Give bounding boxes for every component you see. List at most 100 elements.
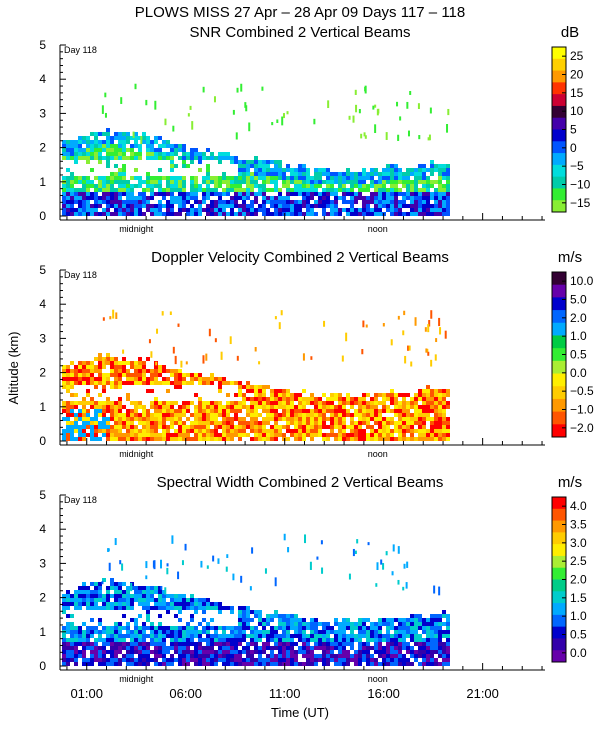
data-cell bbox=[158, 409, 162, 413]
data-cell bbox=[146, 586, 150, 590]
data-cell bbox=[374, 622, 378, 626]
data-cell bbox=[442, 168, 446, 172]
data-cell bbox=[66, 377, 70, 381]
data-cell bbox=[438, 614, 442, 618]
data-cell bbox=[370, 401, 374, 405]
data-cell bbox=[154, 192, 158, 196]
data-cell bbox=[134, 429, 138, 433]
data-cell bbox=[74, 646, 78, 650]
data-cell bbox=[178, 369, 182, 373]
data-cell bbox=[310, 654, 314, 658]
data-cell bbox=[166, 140, 170, 144]
data-cell bbox=[114, 626, 118, 630]
echo-cell bbox=[447, 108, 450, 116]
data-cell bbox=[278, 393, 282, 397]
echo-cell bbox=[235, 132, 238, 140]
data-cell bbox=[90, 630, 94, 634]
data-cell bbox=[74, 208, 78, 212]
data-cell bbox=[134, 658, 138, 662]
data-cell bbox=[270, 397, 274, 401]
data-cell bbox=[66, 208, 70, 212]
echo-cell bbox=[172, 346, 175, 354]
data-cell bbox=[438, 425, 442, 429]
data-cell bbox=[146, 144, 150, 148]
data-cell bbox=[258, 421, 262, 425]
data-cell bbox=[318, 168, 322, 172]
data-cell bbox=[370, 622, 374, 626]
colorbar-segment bbox=[552, 82, 566, 95]
data-cell bbox=[66, 369, 70, 373]
echo-cell bbox=[320, 540, 323, 545]
data-cell bbox=[438, 401, 442, 405]
data-cell bbox=[178, 610, 182, 614]
data-cell bbox=[226, 626, 230, 630]
data-cell bbox=[154, 136, 158, 140]
data-cell bbox=[394, 176, 398, 180]
data-cell bbox=[322, 172, 326, 176]
data-cell bbox=[262, 196, 266, 200]
echo-cell bbox=[112, 309, 115, 319]
data-cell bbox=[434, 212, 438, 216]
data-cell bbox=[366, 413, 370, 417]
data-cell bbox=[370, 662, 374, 666]
data-cell bbox=[354, 409, 358, 413]
data-cell bbox=[210, 192, 214, 196]
data-cell bbox=[118, 168, 122, 172]
data-cell bbox=[358, 425, 362, 429]
data-cell bbox=[210, 433, 214, 437]
data-cell bbox=[198, 212, 202, 216]
data-cell bbox=[274, 662, 278, 666]
data-cell bbox=[210, 650, 214, 654]
data-cell bbox=[242, 385, 246, 389]
data-cell bbox=[426, 433, 430, 437]
data-cell bbox=[302, 401, 306, 405]
data-cell bbox=[202, 610, 206, 614]
data-cell bbox=[258, 425, 262, 429]
data-cell bbox=[198, 373, 202, 377]
data-cell bbox=[306, 413, 310, 417]
data-cell bbox=[306, 433, 310, 437]
data-cell bbox=[62, 381, 66, 385]
data-cell bbox=[90, 381, 94, 385]
data-cell bbox=[66, 626, 70, 630]
colorbar-segment bbox=[552, 532, 566, 545]
data-cell bbox=[110, 156, 114, 160]
data-cell bbox=[182, 377, 186, 381]
data-cell bbox=[178, 634, 182, 638]
data-cell bbox=[178, 188, 182, 192]
data-cell bbox=[206, 634, 210, 638]
data-cell bbox=[162, 437, 166, 441]
data-cell bbox=[114, 413, 118, 417]
data-cell bbox=[122, 176, 126, 180]
data-cell bbox=[410, 626, 414, 630]
data-cell bbox=[398, 650, 402, 654]
data-cell bbox=[438, 164, 442, 168]
data-cell bbox=[138, 361, 142, 365]
data-cell bbox=[146, 642, 150, 646]
y-tick-label: 3 bbox=[39, 106, 46, 120]
data-cell bbox=[378, 176, 382, 180]
data-cell bbox=[358, 172, 362, 176]
data-cell bbox=[326, 642, 330, 646]
data-cell bbox=[158, 634, 162, 638]
data-cell bbox=[162, 401, 166, 405]
data-cell bbox=[170, 634, 174, 638]
x-tick-label: 21:00 bbox=[466, 686, 499, 701]
data-cell bbox=[66, 180, 70, 184]
data-cell bbox=[374, 421, 378, 425]
data-cell bbox=[114, 188, 118, 192]
data-cell bbox=[70, 208, 74, 212]
data-cell bbox=[406, 622, 410, 626]
data-cell bbox=[146, 417, 150, 421]
echo-cell bbox=[348, 115, 351, 120]
data-cell bbox=[202, 425, 206, 429]
data-cell bbox=[370, 437, 374, 441]
data-cell bbox=[102, 646, 106, 650]
data-cell bbox=[114, 642, 118, 646]
data-cell bbox=[194, 413, 198, 417]
data-cell bbox=[78, 188, 82, 192]
data-cell bbox=[82, 204, 86, 208]
data-cell bbox=[378, 650, 382, 654]
data-cell bbox=[434, 626, 438, 630]
data-cell bbox=[174, 598, 178, 602]
